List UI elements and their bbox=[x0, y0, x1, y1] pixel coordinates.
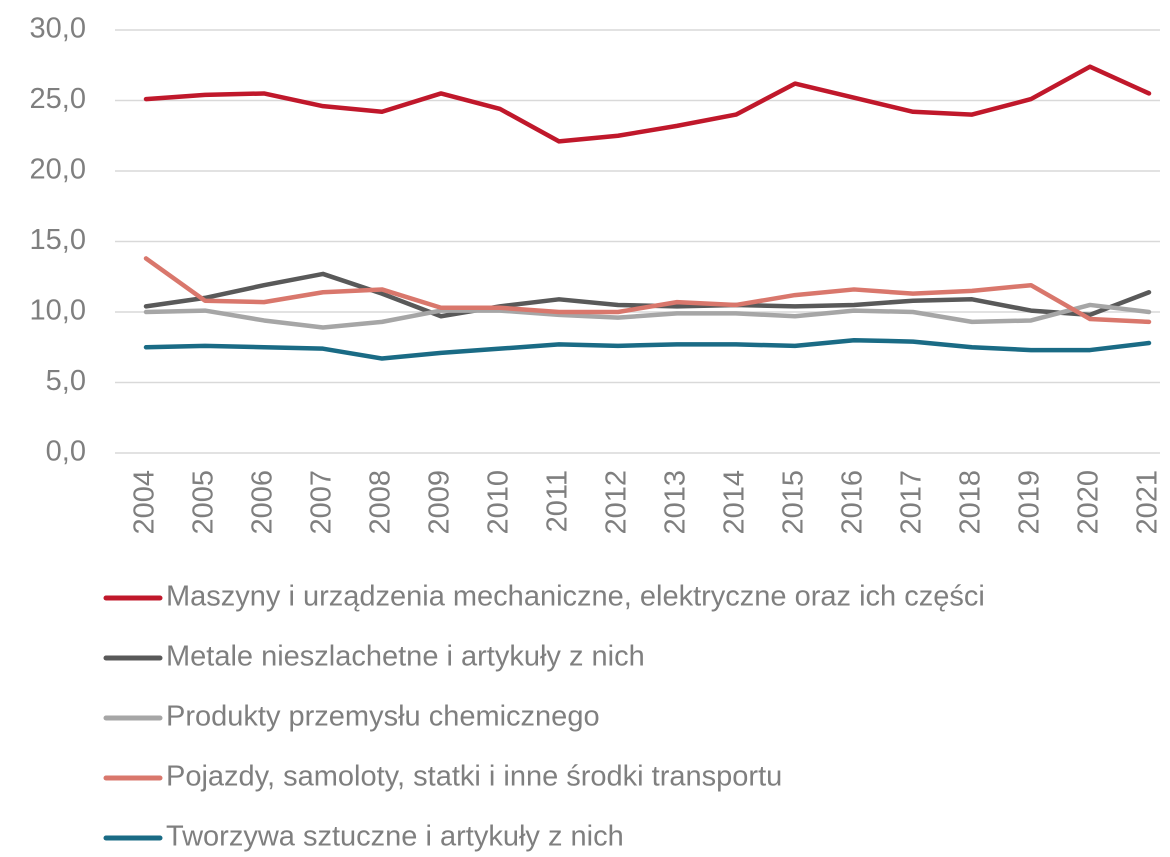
x-tick-label: 2021 bbox=[1132, 470, 1164, 535]
x-tick-label: 2019 bbox=[1014, 470, 1046, 535]
series-line bbox=[143, 256, 1152, 325]
y-tick-label: 0,0 bbox=[46, 436, 86, 468]
x-tick-label: 2017 bbox=[896, 470, 928, 535]
x-tick-label: 2008 bbox=[365, 470, 397, 535]
x-tick-label: 2010 bbox=[483, 470, 515, 535]
legend-label: Maszyny i urządzenia mechaniczne, elektr… bbox=[166, 581, 985, 613]
x-tick-label: 2012 bbox=[601, 470, 633, 535]
y-tick-label: 20,0 bbox=[30, 154, 86, 186]
y-tick-label: 15,0 bbox=[30, 224, 86, 256]
x-tick-label: 2013 bbox=[660, 470, 692, 535]
x-tick-label: 2020 bbox=[1073, 470, 1105, 535]
x-tick-label: 2005 bbox=[188, 470, 220, 535]
x-tick-label: 2011 bbox=[542, 470, 574, 532]
x-tick-label: 2004 bbox=[129, 470, 161, 535]
y-tick-label: 10,0 bbox=[30, 295, 86, 327]
x-tick-label: 2014 bbox=[719, 470, 751, 535]
y-tick-label: 5,0 bbox=[46, 365, 86, 397]
series-line bbox=[143, 302, 1152, 330]
series-line bbox=[143, 337, 1152, 361]
x-tick-label: 2015 bbox=[778, 470, 810, 535]
x-tick-label: 2016 bbox=[837, 470, 869, 535]
x-tick-label: 2009 bbox=[424, 470, 456, 535]
legend-label: Metale nieszlachetne i artykuły z nich bbox=[166, 641, 645, 673]
series-line bbox=[143, 64, 1152, 144]
x-tick-label: 2006 bbox=[247, 470, 279, 535]
y-tick-label: 25,0 bbox=[30, 83, 86, 115]
x-tick-label: 2007 bbox=[306, 470, 338, 535]
legend-label: Tworzywa sztuczne i artykuły z nich bbox=[166, 821, 624, 853]
legend-label: Pojazdy, samoloty, statki i inne środki … bbox=[166, 761, 782, 793]
y-tick-label: 30,0 bbox=[30, 13, 86, 45]
x-tick-label: 2018 bbox=[955, 470, 987, 535]
legend-label: Produkty przemysłu chemicznego bbox=[166, 701, 600, 733]
